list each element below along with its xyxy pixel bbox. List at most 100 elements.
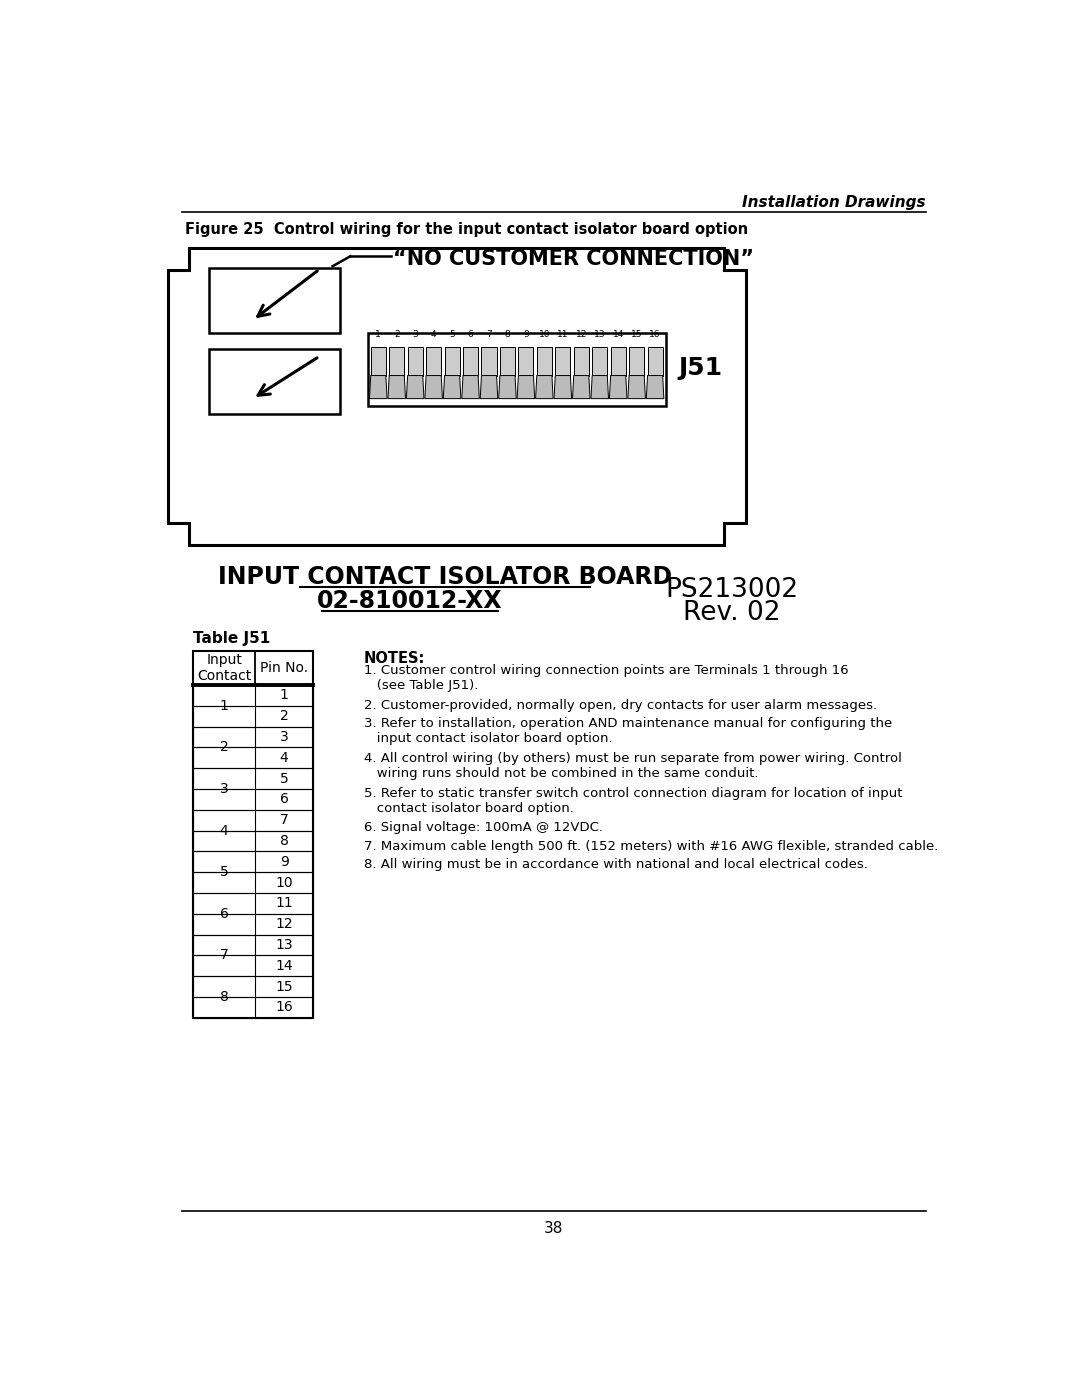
Text: 15: 15 — [275, 979, 293, 993]
Polygon shape — [462, 376, 480, 398]
Text: 14: 14 — [275, 958, 293, 972]
Text: 8. All wiring must be in accordance with national and local electrical codes.: 8. All wiring must be in accordance with… — [364, 858, 867, 872]
Polygon shape — [517, 376, 535, 398]
Text: 6: 6 — [468, 330, 473, 338]
Polygon shape — [369, 376, 387, 398]
Text: 7: 7 — [486, 330, 491, 338]
Bar — [648, 346, 663, 376]
Polygon shape — [554, 376, 571, 398]
Bar — [193, 914, 313, 935]
Text: 1: 1 — [376, 330, 381, 338]
Text: 2: 2 — [394, 330, 400, 338]
Bar — [193, 872, 313, 893]
Bar — [367, 334, 666, 407]
Polygon shape — [443, 376, 461, 398]
Bar — [193, 705, 313, 726]
Text: INPUT CONTACT ISOLATOR BOARD: INPUT CONTACT ISOLATOR BOARD — [218, 566, 672, 590]
Text: 5: 5 — [449, 330, 455, 338]
Text: 13: 13 — [594, 330, 606, 338]
Bar — [193, 977, 313, 997]
Bar — [518, 346, 534, 376]
Text: 3: 3 — [280, 731, 288, 745]
Polygon shape — [424, 376, 443, 398]
Polygon shape — [627, 376, 646, 398]
Text: 15: 15 — [631, 330, 643, 338]
Text: 2. Customer-provided, normally open, dry contacts for user alarm messages.: 2. Customer-provided, normally open, dry… — [364, 698, 877, 712]
Bar — [193, 789, 313, 810]
Bar — [592, 346, 607, 376]
Text: PS213002: PS213002 — [665, 577, 798, 602]
Text: Rev. 02: Rev. 02 — [683, 599, 781, 626]
Bar — [193, 997, 313, 1018]
Text: J51: J51 — [678, 356, 723, 380]
Polygon shape — [646, 376, 664, 398]
Text: Pin No.: Pin No. — [260, 661, 308, 675]
Text: 3: 3 — [219, 782, 229, 796]
Polygon shape — [499, 376, 516, 398]
Text: 9: 9 — [523, 330, 529, 338]
Polygon shape — [591, 376, 608, 398]
Text: 5: 5 — [219, 865, 229, 879]
Bar — [482, 346, 497, 376]
Text: 13: 13 — [275, 937, 293, 951]
Text: 16: 16 — [649, 330, 661, 338]
Polygon shape — [536, 376, 553, 398]
Text: 5. Refer to static transfer switch control connection diagram for location of in: 5. Refer to static transfer switch contr… — [364, 787, 902, 814]
Text: Input
Contact: Input Contact — [197, 652, 252, 683]
Text: Table J51: Table J51 — [193, 631, 270, 647]
Text: 11: 11 — [557, 330, 568, 338]
Text: 4: 4 — [431, 330, 436, 338]
Text: 1: 1 — [280, 689, 288, 703]
Bar — [193, 893, 313, 914]
Bar — [193, 747, 313, 768]
Text: 6: 6 — [219, 907, 229, 921]
Polygon shape — [609, 376, 627, 398]
Bar — [573, 346, 589, 376]
Text: 6: 6 — [280, 792, 288, 806]
Text: 02-810012-XX: 02-810012-XX — [318, 590, 503, 613]
Bar — [463, 346, 478, 376]
Bar — [193, 685, 313, 705]
Text: 6. Signal voltage: 100mA @ 12VDC.: 6. Signal voltage: 100mA @ 12VDC. — [364, 821, 603, 834]
Text: Figure 25  Control wiring for the input contact isolator board option: Figure 25 Control wiring for the input c… — [186, 222, 748, 236]
Text: 3. Refer to installation, operation AND maintenance manual for configuring the
 : 3. Refer to installation, operation AND … — [364, 718, 892, 746]
Text: 14: 14 — [612, 330, 624, 338]
Bar — [445, 346, 460, 376]
Text: 16: 16 — [275, 1000, 293, 1014]
Text: 12: 12 — [275, 918, 293, 932]
Bar — [427, 346, 442, 376]
Bar — [193, 651, 313, 1018]
Text: 7. Maximum cable length 500 ft. (152 meters) with #16 AWG flexible, stranded cab: 7. Maximum cable length 500 ft. (152 met… — [364, 840, 939, 852]
Text: 3: 3 — [413, 330, 418, 338]
Bar — [193, 651, 313, 685]
Text: 4: 4 — [280, 750, 288, 764]
Bar — [500, 346, 515, 376]
Text: 8: 8 — [219, 990, 229, 1004]
Bar — [537, 346, 552, 376]
Bar — [193, 726, 313, 747]
Bar — [193, 831, 313, 851]
Bar — [193, 851, 313, 872]
Text: NOTES:: NOTES: — [364, 651, 426, 666]
Text: 8: 8 — [504, 330, 511, 338]
Bar — [208, 268, 340, 334]
Bar — [208, 349, 340, 414]
Text: 8: 8 — [280, 834, 288, 848]
Text: 5: 5 — [280, 771, 288, 785]
Text: 7: 7 — [219, 949, 229, 963]
Text: 4: 4 — [219, 824, 229, 838]
Bar — [193, 768, 313, 789]
Polygon shape — [481, 376, 498, 398]
Bar — [389, 346, 404, 376]
Bar — [610, 346, 625, 376]
Bar — [193, 810, 313, 831]
Text: 9: 9 — [280, 855, 288, 869]
Bar — [407, 346, 422, 376]
Bar — [629, 346, 644, 376]
Text: 1. Customer control wiring connection points are Terminals 1 through 16
   (see : 1. Customer control wiring connection po… — [364, 665, 848, 693]
Bar — [193, 935, 313, 956]
Text: 2: 2 — [280, 710, 288, 724]
Polygon shape — [406, 376, 424, 398]
Bar — [370, 346, 386, 376]
Text: 1: 1 — [219, 698, 229, 712]
